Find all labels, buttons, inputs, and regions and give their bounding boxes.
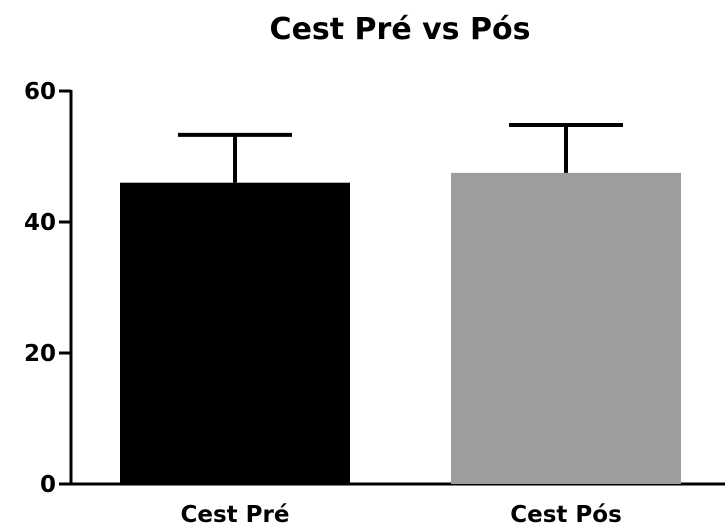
bar-1 (120, 182, 350, 484)
category-label-1: Cest Pré (181, 502, 290, 525)
category-labels: Cest Pré Cest Pós (181, 502, 622, 525)
category-label-2: Cest Pós (510, 502, 622, 525)
y-tick-label: 0 (40, 472, 56, 498)
y-tick-label: 20 (24, 341, 56, 367)
error-bars (178, 123, 623, 183)
bars (120, 172, 681, 484)
y-tick-label: 60 (24, 79, 56, 105)
y-tick-label: 40 (24, 210, 56, 236)
bar-2 (451, 172, 681, 484)
chart-title: Cest Pré vs Pós (269, 12, 531, 47)
y-axis: 0 20 40 60 (24, 79, 73, 498)
